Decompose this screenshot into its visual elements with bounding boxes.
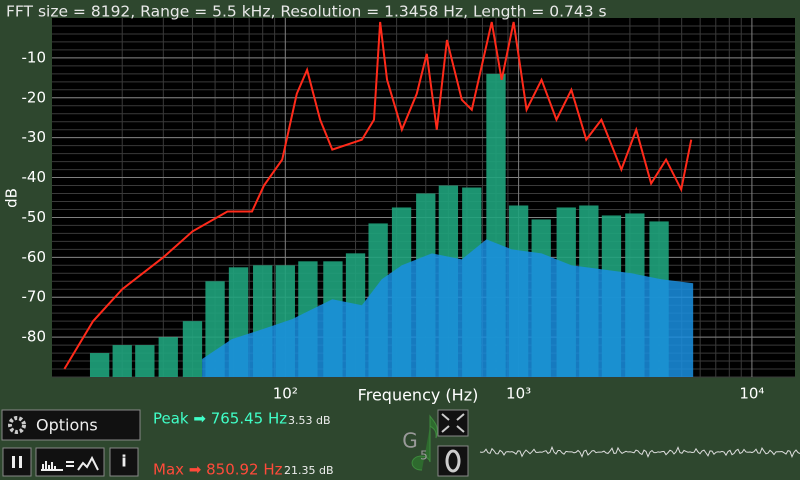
pause-icon [12, 456, 15, 468]
mode-button[interactable] [35, 447, 105, 477]
zoom-button[interactable] [437, 409, 469, 437]
reset-button[interactable] [437, 445, 469, 477]
button-frame [2, 447, 32, 477]
y-tick-label: -10 [22, 48, 47, 66]
x-axis-label: Frequency (Hz) [358, 386, 479, 405]
max-readout: Max ➡ 850.92 Hz [153, 461, 283, 479]
y-tick-label: -30 [22, 128, 47, 146]
current-spectrum [202, 239, 694, 377]
note-octave: 5 [420, 449, 428, 463]
bar [112, 345, 132, 377]
max-level: 21.35 dB [284, 464, 334, 477]
waveform [479, 445, 800, 459]
info-label: i [121, 452, 126, 471]
bar [135, 345, 155, 377]
note-name: G [402, 429, 418, 453]
mode-icon [41, 455, 99, 471]
peak-readout: Peak ➡ 765.45 Hz [153, 410, 287, 428]
y-tick-label: -50 [22, 208, 47, 226]
y-tick-label: -20 [22, 88, 47, 106]
reset-icon [445, 449, 461, 473]
bar [158, 337, 178, 377]
button-frame [35, 447, 105, 477]
y-tick-label: -70 [22, 288, 47, 306]
options-label: Options [36, 416, 98, 435]
x-tick-label: 10² [273, 385, 298, 403]
x-tick-label: 10⁴ [739, 385, 764, 403]
info-button[interactable]: i [109, 447, 139, 477]
bar [89, 353, 110, 377]
chart-title: FFT size = 8192, Range = 5.5 kHz, Resolu… [6, 3, 607, 21]
button-frame [109, 447, 139, 477]
gear-icon [8, 416, 26, 434]
pause-icon [19, 456, 22, 468]
zoom-icon [441, 413, 465, 433]
bar [182, 321, 203, 377]
music-note-icon [411, 414, 438, 471]
options-button[interactable]: Options [1, 409, 141, 441]
y-tick-label: -80 [22, 328, 47, 346]
y-tick-label: -40 [22, 168, 47, 186]
x-tick-label: 10³ [506, 385, 531, 403]
pause-button[interactable] [2, 447, 32, 477]
y-tick-label: -60 [22, 248, 47, 266]
peak-level: 3.53 dB [288, 414, 331, 427]
max-spectrum [63, 21, 693, 370]
y-axis-label: dB [3, 188, 21, 208]
